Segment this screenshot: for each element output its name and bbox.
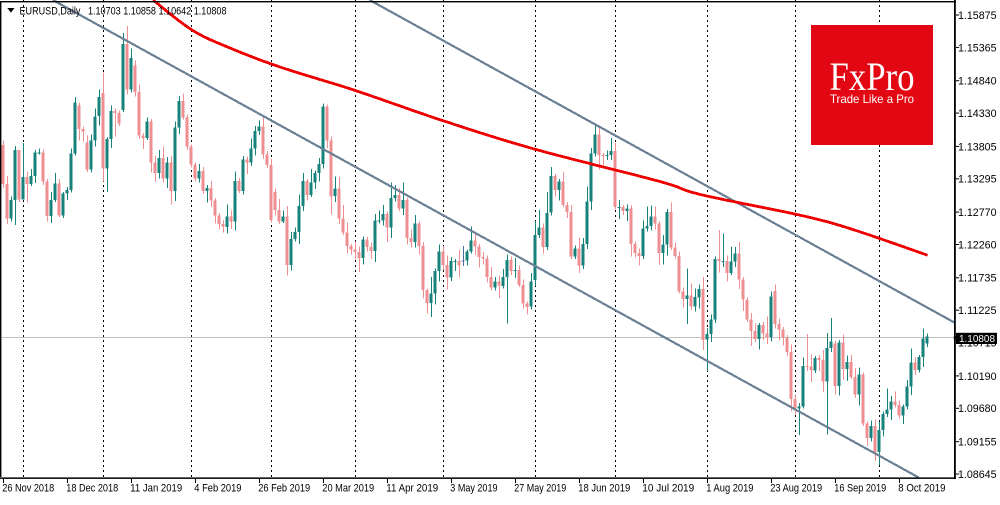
svg-text:EURUSD,Daily 1.10703 1.10858: EURUSD,Daily 1.10703 1.10858 1.10642 1.1… xyxy=(20,6,227,18)
svg-text:FxPro: FxPro xyxy=(830,54,915,99)
svg-text:1.15365: 1.15365 xyxy=(958,42,997,54)
svg-text:4 Feb 2019: 4 Feb 2019 xyxy=(194,483,241,495)
svg-text:18 Jun 2019: 18 Jun 2019 xyxy=(578,483,630,495)
svg-text:26 Feb 2019: 26 Feb 2019 xyxy=(258,483,310,495)
svg-text:1.08645: 1.08645 xyxy=(958,469,997,481)
svg-text:1.09680: 1.09680 xyxy=(958,403,997,415)
svg-text:8 Oct 2019: 8 Oct 2019 xyxy=(898,483,945,495)
svg-text:11 Jan 2019: 11 Jan 2019 xyxy=(130,483,182,495)
svg-text:1.15875: 1.15875 xyxy=(958,10,997,22)
svg-text:1.09155: 1.09155 xyxy=(958,437,997,449)
svg-text:1.12770: 1.12770 xyxy=(958,207,997,219)
svg-text:1.11225: 1.11225 xyxy=(958,305,997,317)
svg-text:1.13805: 1.13805 xyxy=(958,141,997,153)
svg-text:26 Nov 2018: 26 Nov 2018 xyxy=(2,483,54,495)
svg-text:10 Jul 2019: 10 Jul 2019 xyxy=(642,483,694,495)
svg-text:1.12260: 1.12260 xyxy=(958,239,997,251)
svg-text:1.13295: 1.13295 xyxy=(958,174,997,186)
svg-text:3 May 2019: 3 May 2019 xyxy=(450,483,497,495)
svg-text:20 Mar 2019: 20 Mar 2019 xyxy=(322,483,374,495)
svg-text:1.14840: 1.14840 xyxy=(958,76,997,88)
svg-text:1.10808: 1.10808 xyxy=(959,333,995,345)
svg-text:Trade Like a Pro: Trade Like a Pro xyxy=(830,92,914,106)
svg-text:27 May 2019: 27 May 2019 xyxy=(514,483,566,495)
svg-text:18 Dec 2018: 18 Dec 2018 xyxy=(66,483,118,495)
svg-text:11 Apr 2019: 11 Apr 2019 xyxy=(386,483,438,495)
svg-text:23 Aug 2019: 23 Aug 2019 xyxy=(770,483,822,495)
svg-text:1.14330: 1.14330 xyxy=(958,108,997,120)
svg-text:1 Aug 2019: 1 Aug 2019 xyxy=(706,483,753,495)
svg-text:1.11735: 1.11735 xyxy=(958,273,997,285)
svg-text:16 Sep 2019: 16 Sep 2019 xyxy=(834,483,886,495)
svg-text:1.10190: 1.10190 xyxy=(958,371,997,383)
